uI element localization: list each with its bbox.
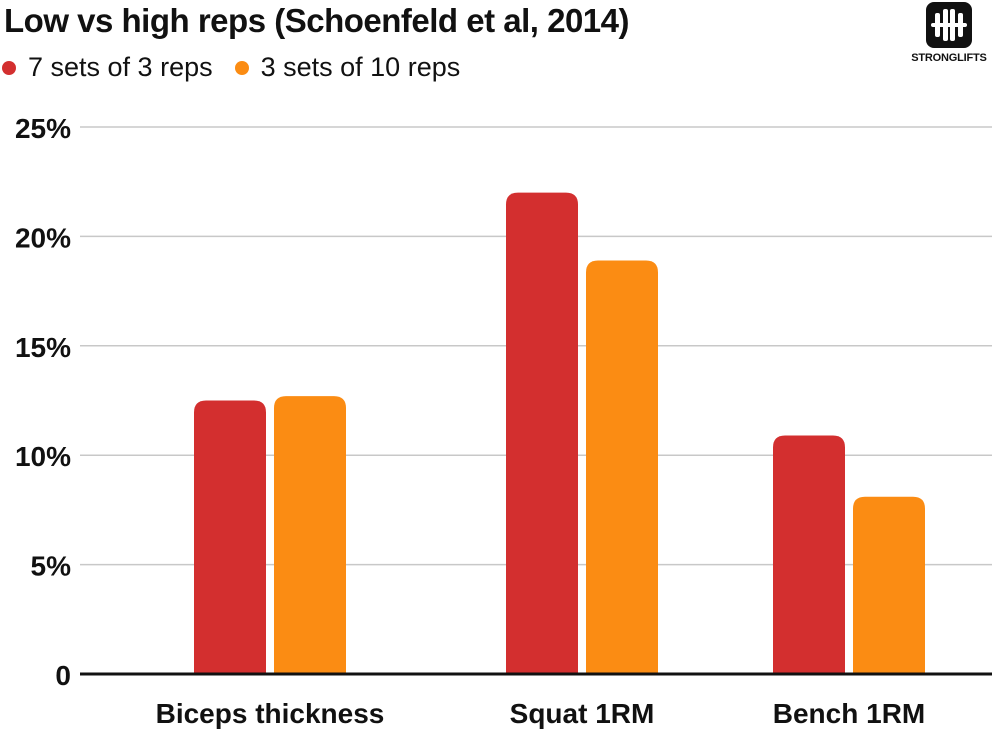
x-tick-label: Bench 1RM bbox=[773, 698, 925, 729]
y-tick-label: 0 bbox=[55, 660, 71, 691]
legend-swatch-series-1 bbox=[2, 60, 16, 75]
bar-2-2 bbox=[586, 260, 658, 674]
y-tick-label: 10% bbox=[15, 441, 71, 472]
barbell-logo-icon bbox=[926, 2, 972, 48]
legend: 7 sets of 3 reps 3 sets of 10 reps bbox=[2, 52, 482, 83]
y-tick-label: 5% bbox=[31, 551, 72, 582]
legend-item-series-1: 7 sets of 3 reps bbox=[2, 52, 213, 83]
stronglifts-logo: STRONGLIFTS bbox=[906, 2, 992, 64]
bar-2-1 bbox=[274, 396, 346, 674]
bar-1-2 bbox=[506, 192, 578, 674]
bar-2-3 bbox=[853, 496, 925, 674]
legend-label-series-2: 3 sets of 10 reps bbox=[260, 52, 461, 82]
y-tick-label: 20% bbox=[15, 222, 71, 253]
chart-title: Low vs high reps (Schoenfeld et al, 2014… bbox=[4, 2, 630, 39]
x-tick-label: Biceps thickness bbox=[156, 698, 385, 729]
y-tick-label: 15% bbox=[15, 332, 71, 363]
logo-text: STRONGLIFTS bbox=[911, 52, 987, 64]
legend-swatch-series-2 bbox=[234, 60, 249, 75]
bar-1-1 bbox=[194, 400, 266, 674]
bar-1-3 bbox=[773, 435, 845, 674]
legend-item-series-2: 3 sets of 10 reps bbox=[234, 52, 461, 83]
y-tick-label: 25% bbox=[15, 113, 71, 144]
x-tick-label: Squat 1RM bbox=[510, 698, 655, 729]
legend-label-series-1: 7 sets of 3 reps bbox=[28, 52, 213, 82]
